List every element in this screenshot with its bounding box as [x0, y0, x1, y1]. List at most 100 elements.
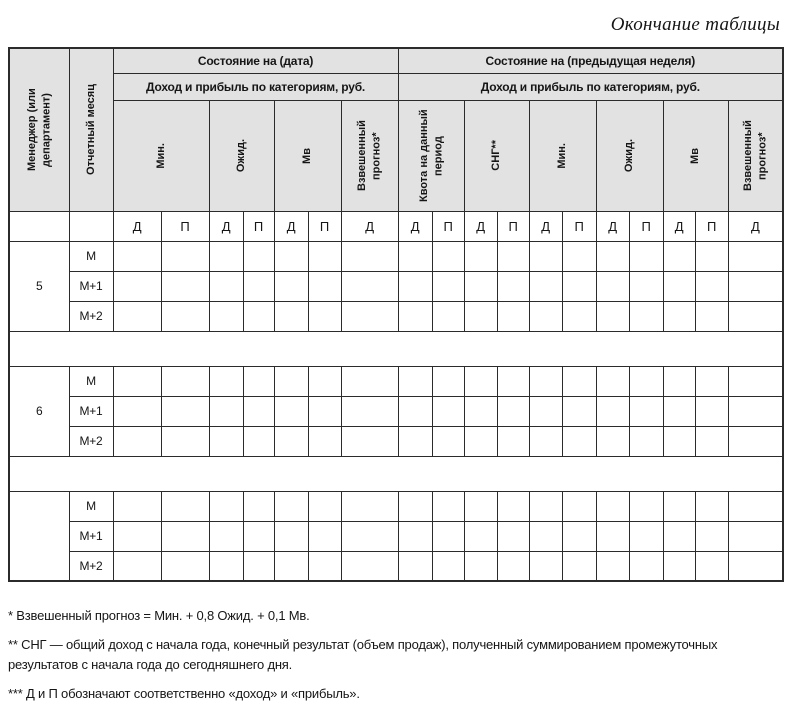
dp-header-cell: Д: [397, 210, 433, 242]
data-cell: [160, 300, 210, 332]
footnote-weighted-forecast: * Взвешенный прогноз = Мин. + 0,8 Ожид. …: [8, 608, 310, 623]
data-cell: [431, 490, 465, 522]
data-cell: [662, 520, 696, 552]
col-header-ozhid-date: Ожид.: [208, 99, 275, 212]
col-header-mv-date-label: Мв: [301, 147, 314, 164]
data-cell: [160, 270, 210, 302]
data-cell: [628, 395, 664, 427]
subsection-header-income-profit-right: Доход и прибыль по категориям, руб.: [397, 72, 784, 101]
data-cell: [561, 520, 597, 552]
dp-header-cell: Д: [340, 210, 399, 242]
manager-cell: 6: [8, 365, 70, 457]
data-cell: [340, 490, 399, 522]
data-cell: [595, 425, 630, 457]
data-cell: [694, 270, 729, 302]
month-cell: М+1: [68, 520, 114, 552]
data-cell: [307, 520, 342, 552]
data-cell: [561, 425, 597, 457]
data-cell: [595, 550, 630, 582]
footnote-d-p: *** Д и П обозначают соответственно «дох…: [8, 686, 360, 702]
data-cell: [242, 550, 275, 582]
data-cell: [307, 300, 342, 332]
data-cell: [242, 270, 275, 302]
data-cell: [662, 395, 696, 427]
data-cell: [273, 520, 309, 552]
data-cell: [561, 550, 597, 582]
data-cell: [242, 395, 275, 427]
data-cell: [431, 240, 465, 272]
dp-header-cell: П: [160, 210, 210, 242]
dp-header-cell: П: [561, 210, 597, 242]
data-cell: [463, 365, 498, 397]
data-cell: [273, 395, 309, 427]
data-cell: [561, 270, 597, 302]
data-cell: [431, 270, 465, 302]
data-cell: [242, 300, 275, 332]
month-cell: М: [68, 365, 114, 397]
data-cell: [273, 490, 309, 522]
data-cell: [662, 550, 696, 582]
data-cell: [628, 425, 664, 457]
corner-header-month: Отчетный месяц: [68, 47, 114, 212]
col-header-sng: СНГ**: [463, 99, 530, 212]
data-cell: [242, 490, 275, 522]
page-title: Окончание таблицы: [610, 14, 780, 35]
data-cell: [112, 365, 162, 397]
data-cell: [112, 240, 162, 272]
dp-header-cell: П: [496, 210, 530, 242]
data-cell: [528, 365, 563, 397]
data-cell: [112, 520, 162, 552]
data-cell: [561, 240, 597, 272]
data-cell: [694, 425, 729, 457]
data-cell: [727, 520, 784, 552]
col-header-weighted-forecast-date-label: Взвешенный прогноз*: [356, 120, 383, 191]
col-header-mv-week: Мв: [662, 99, 729, 212]
section-header-current-date: Состояние на (дата): [112, 47, 399, 74]
data-cell: [160, 520, 210, 552]
data-cell: [397, 520, 433, 552]
data-cell: [496, 300, 530, 332]
data-cell: [340, 550, 399, 582]
data-cell: [496, 520, 530, 552]
data-cell: [595, 520, 630, 552]
data-cell: [528, 520, 563, 552]
data-cell: [112, 425, 162, 457]
dp-header-cell: П: [307, 210, 342, 242]
data-cell: [694, 550, 729, 582]
data-cell: [242, 365, 275, 397]
data-cell: [160, 395, 210, 427]
data-cell: [340, 300, 399, 332]
data-cell: [463, 520, 498, 552]
data-cell: [496, 490, 530, 522]
data-cell: [561, 490, 597, 522]
data-cell: [727, 550, 784, 582]
data-cell: [112, 490, 162, 522]
data-cell: [307, 425, 342, 457]
data-cell: [727, 300, 784, 332]
data-cell: [727, 270, 784, 302]
data-cell: [662, 425, 696, 457]
data-cell: [431, 395, 465, 427]
col-header-ozhid-week: Ожид.: [595, 99, 664, 212]
data-cell: [528, 425, 563, 457]
col-header-mv-week-label: Мв: [689, 147, 702, 164]
data-cell: [463, 270, 498, 302]
data-cell: [340, 520, 399, 552]
data-cell: [463, 395, 498, 427]
data-cell: [397, 425, 433, 457]
dp-header-cell: П: [694, 210, 729, 242]
data-cell: [662, 240, 696, 272]
spacer-row: [8, 330, 784, 367]
data-cell: [242, 425, 275, 457]
dp-header-cell: П: [242, 210, 275, 242]
data-cell: [112, 270, 162, 302]
data-cell: [397, 365, 433, 397]
spacer-row: [8, 455, 784, 492]
data-cell: [208, 550, 244, 582]
data-cell: [160, 240, 210, 272]
col-header-mv-date: Мв: [273, 99, 342, 212]
data-cell: [528, 300, 563, 332]
col-header-quota-label: Квота на данный период: [417, 109, 445, 202]
data-cell: [307, 365, 342, 397]
data-cell: [307, 490, 342, 522]
